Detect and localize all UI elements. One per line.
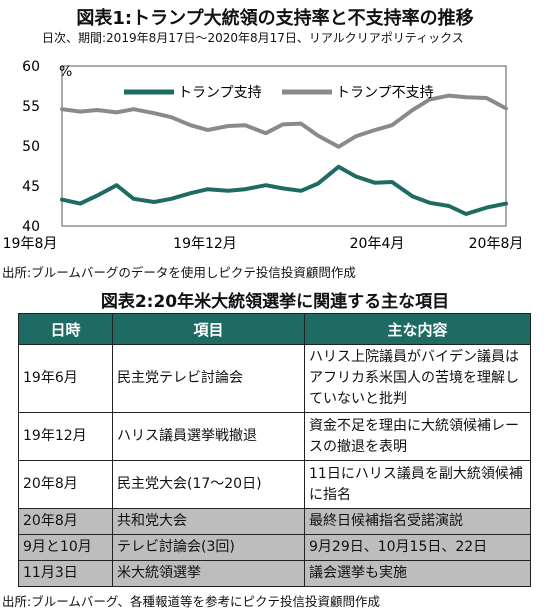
- cell-item: 共和党大会: [112, 508, 305, 535]
- table-header-row: 日時 項目 主な内容: [18, 313, 531, 345]
- y-tick-label: 50: [22, 139, 40, 155]
- cell-item: 民主党テレビ討論会: [112, 344, 305, 413]
- cell-item: 米大統領選挙: [112, 560, 305, 587]
- election-events-table: 日時 項目 主な内容 19年6月 民主党テレビ討論会 ハリス上院議員がバイデン議…: [18, 313, 531, 587]
- cell-content: 最終日候補指名受諾演説: [304, 508, 531, 535]
- y-tick-label: 55: [22, 99, 40, 115]
- cell-content: 11日にハリス議員を副大統領候補に指名: [304, 460, 531, 509]
- figure1-source: 出所:ブルームバーグのデータを使用しピクテ投信投資顧問作成: [2, 265, 356, 280]
- table-row: 19年6月 民主党テレビ討論会 ハリス上院議員がバイデン議員はアフリカ系米国人の…: [18, 344, 531, 413]
- cell-content: 資金不足を理由に大統領候補レースの撤退を表明: [304, 412, 531, 461]
- series-line-disapprove: [60, 93, 508, 149]
- chart-legend: トランプ支持 トランプ不支持: [124, 85, 434, 101]
- x-tick-label: 20年8月: [469, 236, 524, 252]
- cell-item: 民主党大会(17〜20日): [112, 460, 305, 509]
- series-lines: [60, 93, 508, 216]
- cell-date: 9月と10月: [18, 534, 113, 561]
- figure1-subtitle: 日次、期間:2019年8月17日〜2020年8月17日、リアルクリアポリティック…: [42, 31, 464, 45]
- figure2-title: 図表2:20年米大統領選挙に関連する主な項目: [100, 292, 450, 312]
- legend-label: トランプ不支持: [336, 85, 434, 101]
- cell-content: 議会選挙も実施: [304, 560, 531, 587]
- y-axis-unit: %: [59, 64, 72, 80]
- figure1-title: 図表1:トランプ大統領の支持率と不支持率の推移: [76, 8, 474, 29]
- y-tick-label: 60: [22, 59, 40, 75]
- x-tick-label: 19年8月: [3, 236, 58, 252]
- plot-area-frame: [61, 65, 507, 227]
- table-row: 9月と10月 テレビ討論会(3回) 9月29日、10月15日、22日: [18, 534, 531, 561]
- x-axis-ticks: 19年8月 19年12月 20年4月 20年8月: [3, 236, 524, 252]
- header-item: 項目: [112, 313, 305, 345]
- cell-date: 19年6月: [18, 344, 113, 413]
- cell-date: 20年8月: [18, 508, 113, 535]
- cell-date: 11月3日: [18, 560, 113, 587]
- approval-line-chart: 40 45 50 55 60 19年8月 19年12月 20年4月 20年8月 % トランプ支…: [3, 59, 524, 252]
- legend-label: トランプ支持: [178, 85, 262, 101]
- y-axis-ticks: 40 45 50 55 60: [22, 59, 40, 235]
- table-row: 19年12月 ハリス議員選挙戦撤退 資金不足を理由に大統領候補レースの撤退を表明: [18, 412, 531, 461]
- cell-date: 19年12月: [18, 412, 113, 461]
- series-line-approve: [60, 164, 508, 216]
- cell-item: ハリス議員選挙戦撤退: [112, 412, 305, 461]
- table-row: 20年8月 民主党大会(17〜20日) 11日にハリス議員を副大統領候補に指名: [18, 460, 531, 509]
- figure2-source: 出所:ブルームバーグ、各種報道等を参考にピクテ投信投資顧問作成: [2, 594, 380, 609]
- cell-date: 20年8月: [18, 460, 113, 509]
- cell-item: テレビ討論会(3回): [112, 534, 305, 561]
- y-tick-label: 45: [22, 179, 40, 195]
- cell-content: ハリス上院議員がバイデン議員はアフリカ系米国人の苦境を理解していないと批判: [304, 344, 531, 413]
- x-tick-label: 20年4月: [350, 236, 405, 252]
- cell-content: 9月29日、10月15日、22日: [304, 534, 531, 561]
- y-tick-label: 40: [22, 219, 40, 235]
- table-row: 11月3日 米大統領選挙 議会選挙も実施: [18, 560, 531, 587]
- table-row: 20年8月 共和党大会 最終日候補指名受諾演説: [18, 508, 531, 535]
- x-tick-label: 19年12月: [173, 236, 237, 252]
- header-content: 主な内容: [304, 313, 531, 345]
- header-date: 日時: [18, 313, 113, 345]
